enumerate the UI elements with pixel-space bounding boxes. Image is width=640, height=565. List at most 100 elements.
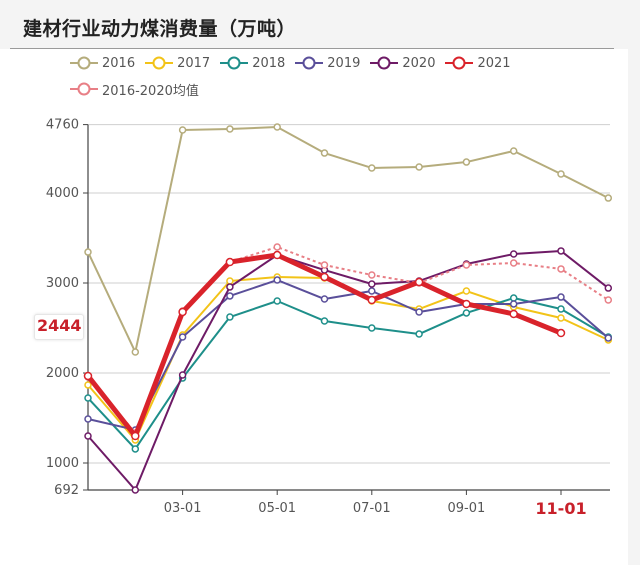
- data-point[interactable]: [368, 164, 376, 172]
- data-point[interactable]: [226, 292, 234, 300]
- data-point[interactable]: [273, 276, 281, 284]
- y-tick-label: 4760: [46, 118, 79, 133]
- data-point[interactable]: [462, 287, 471, 295]
- data-point[interactable]: [272, 250, 282, 260]
- chart-header: 建材行业动力煤消费量（万吨）: [0, 0, 640, 49]
- legend-label: 2016-2020均值: [102, 83, 199, 99]
- series-2019: [84, 276, 613, 434]
- x-tick-label: 09-01: [448, 501, 486, 516]
- data-point[interactable]: [131, 445, 140, 453]
- legend-label: 2017: [177, 55, 211, 71]
- series-2020: [84, 247, 613, 494]
- legend-item-2016[interactable]: 2016: [70, 53, 135, 73]
- y-value-highlight: 2444: [37, 316, 82, 335]
- data-point[interactable]: [320, 261, 329, 269]
- data-point[interactable]: [178, 333, 187, 341]
- data-point[interactable]: [131, 486, 140, 494]
- data-point[interactable]: [462, 299, 471, 309]
- chart-panel: [0, 49, 628, 565]
- data-point[interactable]: [557, 305, 565, 313]
- data-point[interactable]: [509, 309, 518, 319]
- data-point[interactable]: [557, 314, 565, 322]
- data-point[interactable]: [604, 334, 613, 342]
- series-2021: [83, 250, 566, 441]
- legend-item-2020[interactable]: 2020: [370, 53, 435, 73]
- series-2018: [84, 294, 613, 453]
- legend-marker-icon: [370, 56, 399, 70]
- data-point[interactable]: [462, 309, 471, 317]
- legend-item-2016-2020均值[interactable]: 2016-2020均值: [70, 79, 199, 99]
- data-point[interactable]: [84, 415, 92, 423]
- data-point[interactable]: [462, 261, 471, 269]
- data-point[interactable]: [509, 259, 518, 267]
- data-point[interactable]: [226, 125, 234, 133]
- data-point[interactable]: [226, 277, 234, 285]
- chart-legend: 2016 2017 2018 2019 2020 2021 2016-2020均值: [70, 53, 610, 105]
- data-point[interactable]: [178, 307, 187, 317]
- data-point[interactable]: [131, 348, 140, 356]
- data-point[interactable]: [462, 158, 471, 166]
- data-point[interactable]: [320, 272, 329, 282]
- data-point[interactable]: [368, 271, 376, 279]
- data-point[interactable]: [415, 163, 423, 171]
- data-point[interactable]: [415, 330, 423, 338]
- legend-item-2018[interactable]: 2018: [220, 53, 285, 73]
- data-point[interactable]: [556, 328, 566, 338]
- data-point[interactable]: [604, 194, 613, 202]
- data-point[interactable]: [414, 277, 424, 287]
- data-point[interactable]: [225, 257, 235, 267]
- y-value-highlight-box: [34, 314, 84, 340]
- data-point[interactable]: [273, 123, 281, 131]
- legend-item-2021[interactable]: 2021: [445, 53, 511, 73]
- data-point[interactable]: [604, 296, 613, 304]
- series-line: [87, 297, 609, 450]
- data-point[interactable]: [273, 297, 281, 305]
- data-point[interactable]: [84, 432, 92, 440]
- data-point[interactable]: [320, 295, 329, 303]
- legend-marker-icon: [145, 56, 174, 70]
- y-tick-label: 1000: [46, 456, 79, 471]
- data-point[interactable]: [557, 265, 565, 273]
- legend-label: 2019: [327, 55, 361, 71]
- data-point[interactable]: [320, 149, 329, 157]
- data-point[interactable]: [604, 284, 613, 292]
- chart-title: 建材行业动力煤消费量（万吨）: [23, 18, 297, 40]
- data-point[interactable]: [320, 317, 329, 325]
- x-tick-label: 03-01: [164, 501, 202, 516]
- y-tick-label: 3000: [46, 276, 79, 291]
- data-point[interactable]: [557, 247, 565, 255]
- legend-marker-icon: [295, 56, 324, 70]
- legend-item-2017[interactable]: 2017: [145, 53, 210, 73]
- data-point[interactable]: [368, 324, 376, 332]
- y-tick-label: 4000: [46, 186, 79, 201]
- data-point[interactable]: [84, 381, 92, 389]
- legend-marker-icon: [70, 82, 98, 96]
- data-point[interactable]: [84, 248, 92, 256]
- data-point[interactable]: [273, 243, 281, 251]
- data-point[interactable]: [509, 250, 518, 258]
- data-point[interactable]: [178, 371, 187, 379]
- legend-label: 2020: [402, 55, 436, 71]
- legend-label: 2016: [102, 55, 136, 71]
- data-point[interactable]: [131, 431, 140, 441]
- series-line: [87, 249, 609, 491]
- data-point[interactable]: [83, 371, 93, 381]
- data-point[interactable]: [367, 295, 377, 305]
- data-point[interactable]: [557, 293, 565, 301]
- data-point[interactable]: [84, 394, 92, 402]
- data-point[interactable]: [509, 294, 518, 302]
- data-point[interactable]: [368, 287, 376, 295]
- data-point[interactable]: [226, 283, 234, 291]
- data-point[interactable]: [226, 313, 234, 321]
- data-point[interactable]: [509, 300, 518, 308]
- legend-item-2019[interactable]: 2019: [295, 53, 360, 73]
- x-tick-label: 05-01: [258, 501, 296, 516]
- y-tick-label: 692: [54, 483, 79, 498]
- data-point[interactable]: [415, 308, 423, 316]
- data-point[interactable]: [557, 170, 565, 178]
- data-point[interactable]: [509, 147, 518, 155]
- header-divider: [10, 48, 614, 49]
- data-point[interactable]: [368, 280, 376, 288]
- data-point[interactable]: [178, 126, 187, 134]
